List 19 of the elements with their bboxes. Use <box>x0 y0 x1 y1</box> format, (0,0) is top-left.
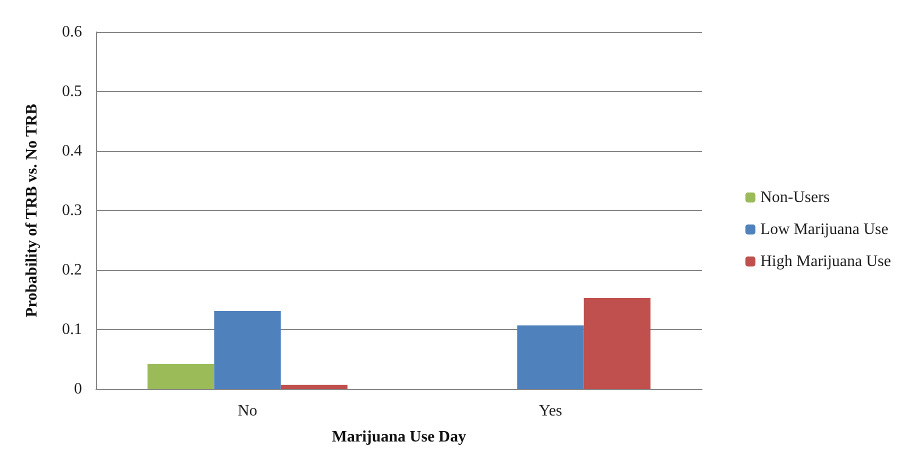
bar <box>148 364 214 389</box>
legend-label: Low Marijuana Use <box>760 221 888 238</box>
bar <box>584 298 650 389</box>
y-tick-label: 0.6 <box>62 24 82 40</box>
y-tick-label: 0.5 <box>62 83 82 100</box>
x-tick-label: Yes <box>538 402 562 420</box>
y-tick-label: 0.4 <box>62 142 82 160</box>
y-axis-title: Probability of TRB vs. No TRB <box>24 103 40 318</box>
legend-label: High Marijuana Use <box>760 253 892 270</box>
y-tick-label: 0.1 <box>62 321 82 338</box>
legend-label: Non-Users <box>760 189 830 206</box>
y-tick-label: 0.3 <box>62 202 82 219</box>
y-tick-label: 0 <box>74 380 82 398</box>
bar <box>214 311 281 389</box>
bar <box>517 325 584 389</box>
y-tick-label: 0.2 <box>62 262 82 278</box>
x-tick-label: No <box>238 402 258 420</box>
bar <box>280 384 348 389</box>
x-axis-title: Marijuana Use Day <box>332 428 466 446</box>
